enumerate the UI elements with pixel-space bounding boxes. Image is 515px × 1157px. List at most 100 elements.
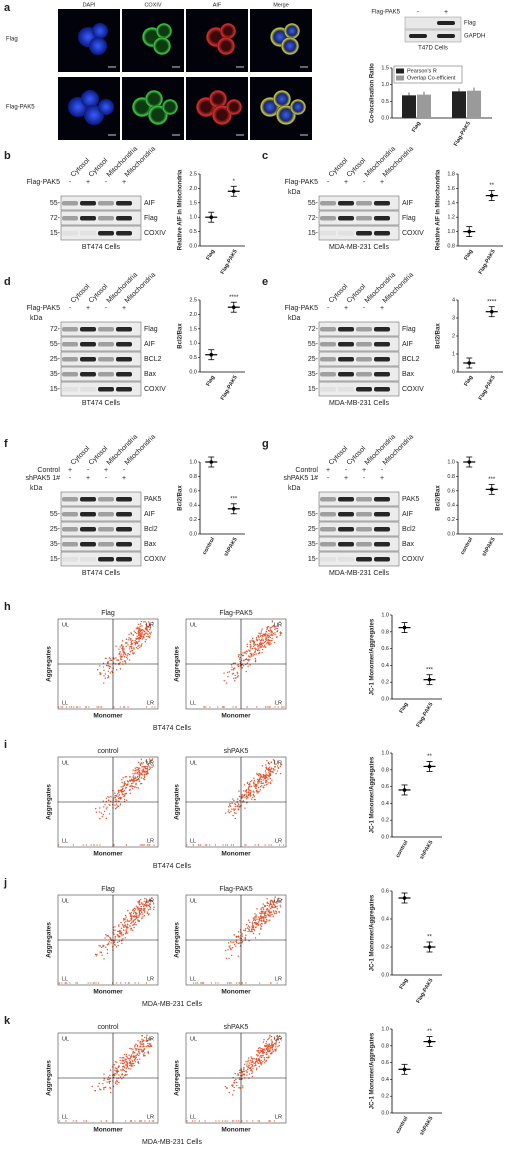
- event: [142, 768, 144, 770]
- event: [235, 940, 237, 943]
- event: [248, 789, 250, 791]
- event: [241, 940, 244, 943]
- event: [235, 945, 237, 947]
- event: [125, 792, 128, 795]
- event: [253, 795, 255, 798]
- event: [119, 790, 121, 792]
- band: [62, 372, 78, 377]
- event: [143, 775, 146, 777]
- event: [239, 1071, 241, 1074]
- lane-sign: +: [344, 179, 348, 186]
- event: [242, 800, 245, 802]
- bar: [467, 90, 481, 118]
- x-tick-label: shPAK5: [223, 537, 239, 558]
- event: [234, 803, 236, 805]
- event: [115, 946, 118, 948]
- event: [121, 1060, 123, 1062]
- quadrant-label: LR: [275, 838, 282, 844]
- mw-marker: 55-: [50, 511, 61, 518]
- event: [258, 638, 260, 641]
- band-name: Flag: [144, 326, 158, 333]
- event: [141, 902, 143, 904]
- mw-marker: 55-: [308, 511, 319, 518]
- event: [243, 784, 246, 786]
- event: [120, 657, 122, 659]
- event: [113, 1074, 116, 1077]
- event: [103, 1078, 105, 1080]
- event: [255, 914, 257, 916]
- x-tick-label: control: [395, 1115, 410, 1135]
- event: [146, 1045, 149, 1047]
- event: [65, 1120, 67, 1122]
- y-tick-label: 0.2: [381, 680, 389, 686]
- event: [132, 639, 134, 642]
- event: [275, 772, 277, 775]
- y-tick-label: 1.8: [447, 171, 455, 177]
- event: [121, 934, 123, 936]
- band: [356, 342, 372, 347]
- event: [138, 629, 141, 632]
- band-name: Bax: [144, 541, 157, 548]
- event: [99, 945, 101, 947]
- event: [133, 923, 136, 925]
- event: [254, 783, 257, 786]
- event: [270, 914, 272, 916]
- event: [260, 646, 263, 648]
- x-axis-label: Monomer: [221, 713, 251, 720]
- event: [133, 907, 136, 909]
- event: [249, 643, 252, 646]
- event: [271, 1051, 273, 1053]
- event: [139, 903, 141, 906]
- event: [135, 628, 137, 630]
- event: [232, 798, 234, 800]
- event: [246, 782, 249, 785]
- band: [98, 342, 114, 347]
- event: [238, 1087, 240, 1089]
- event: [153, 844, 155, 846]
- event: [107, 661, 109, 664]
- y-tick-label: 0.0: [381, 696, 389, 702]
- event: [127, 910, 129, 912]
- event: [125, 645, 127, 647]
- event: [235, 1120, 237, 1122]
- band: [98, 497, 114, 502]
- event: [267, 762, 270, 765]
- mean-point: [402, 788, 407, 792]
- event: [144, 621, 146, 623]
- event: [238, 806, 241, 808]
- event: [265, 784, 267, 786]
- band: [98, 231, 114, 236]
- band: [98, 201, 114, 206]
- event: [266, 634, 268, 637]
- event: [224, 1085, 227, 1088]
- band: [338, 512, 354, 517]
- event: [138, 982, 140, 984]
- band: [62, 201, 78, 206]
- event: [258, 652, 261, 654]
- panel-label: d: [4, 276, 11, 288]
- band: [62, 387, 78, 392]
- event: [242, 1073, 245, 1075]
- event: [149, 1039, 151, 1041]
- event: [204, 1120, 206, 1122]
- quadrant-label: UR: [274, 1036, 282, 1042]
- panel-label: k: [4, 1015, 11, 1027]
- event: [227, 811, 229, 813]
- event: [135, 641, 137, 644]
- x-axis-label: Monomer: [221, 1127, 251, 1134]
- event: [97, 1085, 99, 1087]
- event: [230, 982, 232, 984]
- event: [133, 1064, 135, 1067]
- event: [151, 758, 154, 760]
- band: [356, 201, 372, 206]
- image-column-label: DAPI: [83, 2, 96, 8]
- event: [258, 844, 260, 846]
- event: [122, 934, 125, 936]
- event: [274, 906, 277, 908]
- event: [129, 638, 131, 640]
- event: [134, 644, 136, 646]
- band: [80, 342, 96, 347]
- event: [235, 1078, 237, 1081]
- event: [258, 1052, 261, 1055]
- band: [356, 387, 372, 392]
